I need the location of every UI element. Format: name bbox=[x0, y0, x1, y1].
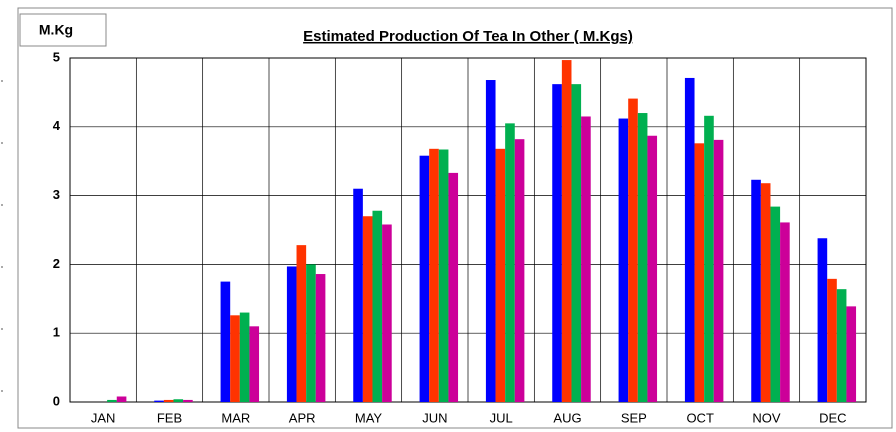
bar bbox=[116, 396, 127, 402]
bar bbox=[760, 183, 771, 402]
bar bbox=[306, 264, 316, 402]
bar bbox=[495, 148, 506, 402]
bar bbox=[684, 77, 695, 403]
bar bbox=[220, 281, 231, 402]
bar bbox=[770, 206, 781, 402]
bar bbox=[438, 149, 449, 402]
x-tick-label: JAN bbox=[91, 410, 116, 425]
bar bbox=[315, 274, 326, 402]
bar bbox=[429, 148, 439, 402]
x-tick-label: OCT bbox=[686, 410, 714, 425]
bar bbox=[628, 98, 638, 402]
bar bbox=[448, 172, 459, 402]
x-tick-label: SEP bbox=[621, 410, 647, 425]
bar bbox=[561, 60, 572, 403]
bar bbox=[485, 80, 496, 403]
bar bbox=[353, 188, 363, 402]
y-tick-label: 0 bbox=[53, 393, 60, 408]
bar bbox=[372, 210, 383, 402]
bar bbox=[505, 123, 515, 403]
x-tick-label: JUL bbox=[490, 410, 513, 425]
bar bbox=[173, 399, 184, 402]
unit-label: M.Kg bbox=[39, 22, 73, 38]
bar bbox=[107, 399, 117, 402]
bar bbox=[419, 155, 430, 402]
bar bbox=[230, 315, 240, 402]
y-tick-label: 5 bbox=[53, 49, 60, 64]
bar bbox=[618, 118, 629, 402]
bar bbox=[780, 222, 790, 402]
bar bbox=[647, 135, 658, 402]
bar bbox=[836, 289, 847, 402]
bar bbox=[704, 115, 714, 403]
bar bbox=[637, 113, 648, 402]
bar bbox=[846, 306, 857, 402]
bar bbox=[362, 216, 373, 402]
x-tick-label: FEB bbox=[157, 410, 182, 425]
chart-title: Estimated Production Of Tea In Other ( M… bbox=[303, 28, 633, 45]
bar bbox=[163, 399, 174, 402]
x-tick-label: MAY bbox=[355, 410, 383, 425]
y-tick-label: 1 bbox=[53, 325, 60, 340]
bar bbox=[382, 224, 392, 402]
bar bbox=[552, 84, 562, 403]
bar bbox=[827, 278, 837, 402]
y-tick-label: 2 bbox=[53, 256, 60, 271]
unit-box bbox=[19, 13, 107, 47]
x-tick-label: NOV bbox=[752, 410, 781, 425]
x-tick-label: MAR bbox=[221, 410, 250, 425]
x-tick-label: APR bbox=[289, 410, 316, 425]
bar bbox=[571, 84, 582, 403]
x-tick-label: AUG bbox=[553, 410, 581, 425]
bar bbox=[713, 139, 724, 402]
bar bbox=[183, 399, 193, 402]
bar bbox=[751, 179, 761, 402]
x-tick-label: DEC bbox=[819, 410, 846, 425]
bar bbox=[514, 139, 525, 402]
bar bbox=[154, 400, 164, 402]
chart-frame bbox=[17, 7, 893, 429]
bar bbox=[286, 266, 297, 402]
bar bbox=[296, 245, 307, 402]
bar bbox=[694, 143, 705, 402]
bar bbox=[239, 312, 250, 402]
bar bbox=[249, 326, 260, 402]
bar bbox=[581, 116, 591, 402]
y-tick-label: 3 bbox=[53, 187, 60, 202]
x-tick-label: JUN bbox=[422, 410, 447, 425]
bar bbox=[817, 238, 828, 402]
y-tick-label: 4 bbox=[53, 118, 61, 133]
